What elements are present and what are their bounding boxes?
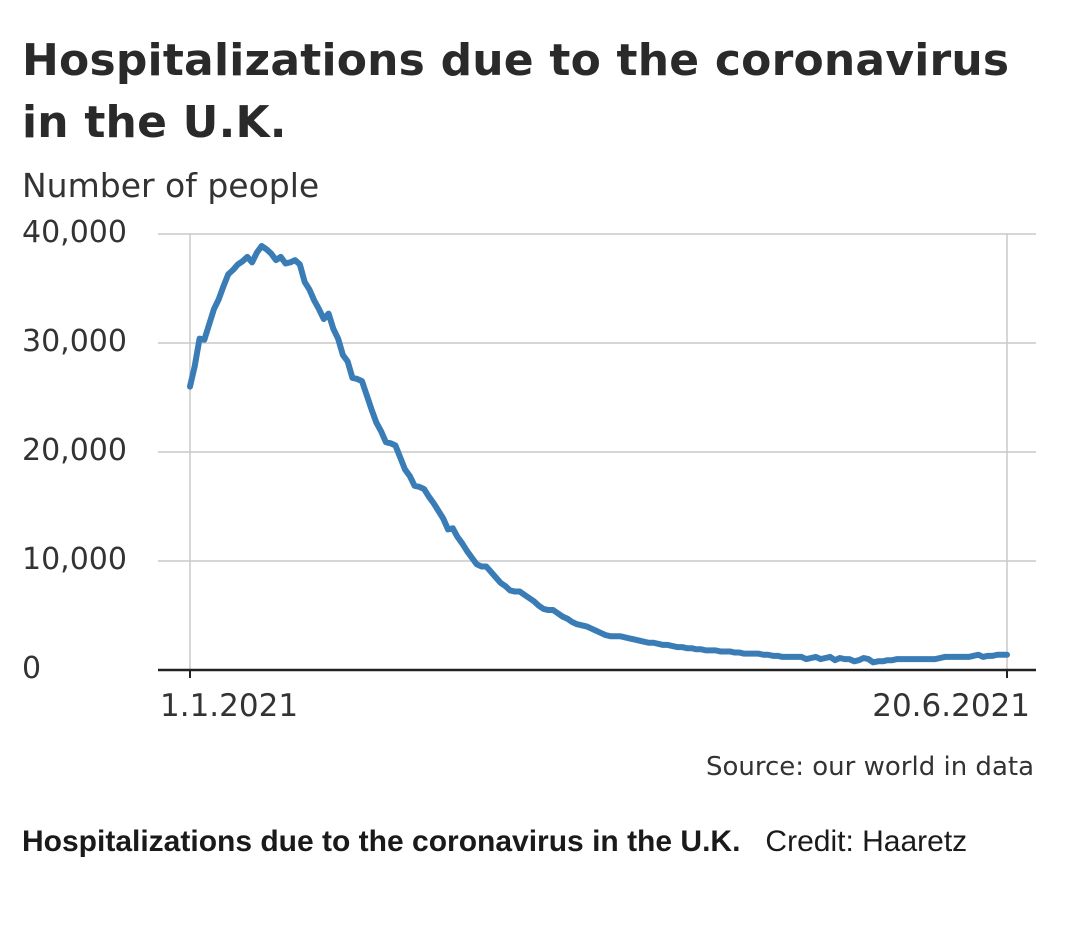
chart-title: Hospitalizations due to the coronavirus … — [22, 35, 1010, 148]
y-tick-label: 20,000 — [22, 433, 127, 468]
axes — [158, 668, 1036, 678]
caption: Hospitalizations due to the coronavirus … — [22, 818, 1032, 866]
y-tick-label: 30,000 — [22, 324, 127, 359]
source-note: Source: our world in data — [705, 752, 1034, 782]
x-tick-label: 20.6.2021 — [872, 688, 1030, 724]
y-tick-label: 40,000 — [22, 215, 127, 250]
tick-labels: 0 10,000 20,000 30,000 40,000 1.1.2021 20.6.20… — [22, 215, 1030, 724]
x-tick-label: 1.1.2021 — [160, 688, 298, 724]
caption-title: Hospitalizations due to the coronavirus … — [22, 825, 741, 858]
y-tick-label: 0 — [22, 651, 41, 686]
y-axis-label: Number of people — [22, 166, 320, 205]
grid-lines — [158, 233, 1036, 670]
line-chart: 0 10,000 20,000 30,000 40,000 1.1.2021 20.6.20… — [22, 215, 1036, 724]
series-line — [187, 242, 1010, 666]
y-tick-label: 10,000 — [22, 542, 127, 577]
caption-credit: Credit: Haaretz — [765, 825, 968, 858]
series-layer — [187, 242, 1010, 666]
